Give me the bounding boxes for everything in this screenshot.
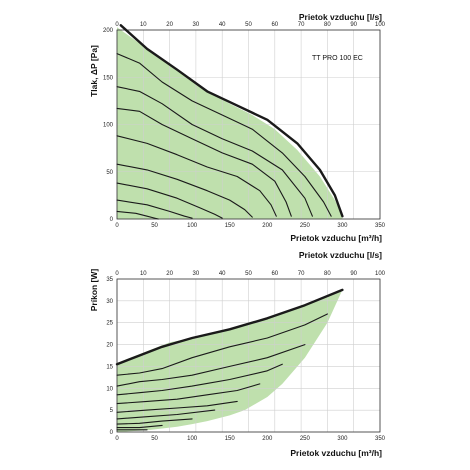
pressure-x2-tick-label: 50 [245, 22, 252, 28]
pressure-x-tick-label: 0 [115, 223, 119, 229]
power-plot-frame [116, 278, 381, 433]
power-chart-y-label: Príkon [W] [89, 269, 99, 312]
power-x2-tick-label: 50 [245, 271, 252, 277]
power-curve-7 [116, 418, 193, 425]
pressure-x2-tick-label: 30 [193, 22, 200, 28]
pressure-y-tick-label: 50 [106, 170, 113, 176]
power-x2-tick-label: 20 [166, 271, 173, 277]
pressure-x-tick-label: 350 [375, 223, 386, 229]
pressure-x2-tick-label: 40 [219, 22, 226, 28]
power-x2-tick-label: 10 [140, 271, 147, 277]
power-chart-x-label: Prietok vzduchu [m³/h] [290, 448, 382, 458]
power-curve-8 [116, 424, 163, 429]
power-x2-tick-label: 0 [115, 271, 119, 277]
power-x-tick-label: 300 [337, 436, 348, 442]
power-x-tick-label: 50 [151, 436, 158, 442]
pressure-curve-7 [116, 199, 193, 219]
pressure-y-tick-label: 200 [103, 28, 114, 34]
power-x-tick-label: 0 [115, 436, 119, 442]
pressure-curve-5 [116, 163, 253, 218]
pressure-x-tick-label: 250 [300, 223, 311, 229]
power-x2-tick-label: 60 [271, 271, 278, 277]
power-y-tick-label: 35 [106, 277, 113, 283]
pressure-x2-tick-label: 10 [140, 22, 147, 28]
power-x-tick-label: 350 [375, 436, 386, 442]
power-curve-2 [116, 344, 306, 387]
pressure-x2-tick-label: 20 [166, 22, 173, 28]
power-x-tick-label: 200 [262, 436, 273, 442]
pressure-x-tick-label: 50 [151, 223, 158, 229]
power-y-tick-label: 15 [106, 364, 113, 370]
pressure-x2-tick-label: 100 [375, 22, 386, 28]
power-y-tick-label: 10 [106, 386, 113, 392]
power-curve-1 [116, 313, 328, 376]
pressure-chart-y-label: Tlak, ΔP [Pa] [89, 45, 99, 97]
pressure-x-tick-label: 300 [337, 223, 348, 229]
power-curve-6 [116, 409, 216, 420]
power-curve-5 [116, 400, 238, 413]
pressure-y-tick-label: 0 [110, 217, 114, 223]
pressure-plot-frame [116, 29, 381, 220]
power-y-tick-label: 30 [106, 299, 113, 305]
pressure-chart: 0 50 100 150 200 250 300 350 0 10 20 30 40 50 60 70 80 90… [89, 12, 386, 243]
power-x2-tick-label: 90 [350, 271, 357, 277]
pressure-operating-area [117, 27, 343, 220]
power-curve-3 [116, 363, 283, 396]
pressure-chart-x2-label: Prietok vzduchu [l/s] [299, 12, 382, 22]
pressure-x-tick-label: 100 [187, 223, 198, 229]
power-x2-tick-label: 30 [193, 271, 200, 277]
model-annotation: TT PRO 100 EC [312, 55, 363, 62]
pressure-curve-0 [119, 24, 344, 218]
power-x-tick-label: 100 [187, 436, 198, 442]
power-curve-4 [116, 383, 261, 405]
power-x2-tick-label: 80 [324, 271, 331, 277]
pressure-x-tick-label: 200 [262, 223, 273, 229]
pressure-curve-1 [116, 53, 332, 217]
pressure-x2-tick-label: 90 [350, 22, 357, 28]
pressure-curve-3 [116, 107, 292, 217]
power-x-tick-label: 250 [300, 436, 311, 442]
pressure-x-tick-label: 150 [225, 223, 236, 229]
power-y-tick-label: 0 [110, 430, 114, 436]
pressure-y-tick-label: 150 [103, 75, 114, 81]
pressure-chart-x-label: Prietok vzduchu [m³/h] [290, 233, 382, 243]
power-curve-0 [115, 288, 344, 366]
pressure-x2-tick-label: 0 [115, 22, 119, 28]
power-y-tick-label: 5 [110, 408, 114, 414]
power-x2-tick-label: 40 [219, 271, 226, 277]
pressure-x2-tick-label: 70 [298, 22, 305, 28]
pressure-x2-tick-label: 80 [324, 22, 331, 28]
pressure-curve-4 [116, 135, 277, 217]
pressure-curve-2 [116, 86, 313, 217]
pressure-curve-6 [116, 182, 223, 219]
pressure-x2-tick-label: 60 [271, 22, 278, 28]
power-x2-tick-label: 100 [375, 271, 386, 277]
power-x-tick-label: 150 [225, 436, 236, 442]
power-operating-area [117, 289, 343, 432]
pressure-y-tick-label: 100 [103, 123, 114, 129]
power-x2-tick-label: 70 [298, 271, 305, 277]
power-chart-x2-label: Prietok vzduchu [l/s] [299, 250, 382, 260]
pressure-curve-8 [116, 210, 159, 220]
power-y-tick-label: 25 [106, 321, 113, 327]
power-y-tick-label: 20 [106, 343, 113, 349]
